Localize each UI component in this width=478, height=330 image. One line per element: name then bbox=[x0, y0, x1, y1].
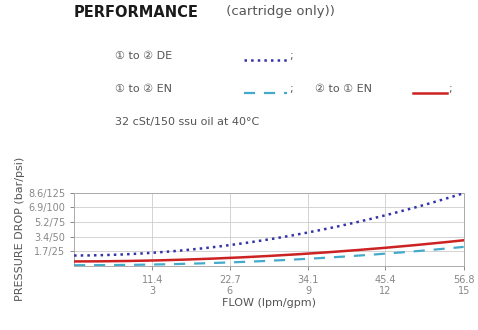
Text: ② to ① EN: ② to ① EN bbox=[315, 84, 372, 94]
Text: ;: ; bbox=[448, 84, 452, 94]
Text: 32 cSt/150 ssu oil at 40°C: 32 cSt/150 ssu oil at 40°C bbox=[115, 117, 259, 127]
Y-axis label: PRESSURE DROP (bar/psi): PRESSURE DROP (bar/psi) bbox=[15, 157, 25, 302]
Text: ;: ; bbox=[289, 51, 293, 61]
Text: ① to ② DE: ① to ② DE bbox=[115, 51, 172, 61]
Text: PERFORMANCE: PERFORMANCE bbox=[74, 5, 199, 20]
X-axis label: FLOW (lpm/gpm): FLOW (lpm/gpm) bbox=[222, 298, 316, 308]
Text: ① to ② EN: ① to ② EN bbox=[115, 84, 172, 94]
Text: (cartridge only)): (cartridge only)) bbox=[222, 5, 335, 18]
Text: ;: ; bbox=[289, 84, 293, 94]
